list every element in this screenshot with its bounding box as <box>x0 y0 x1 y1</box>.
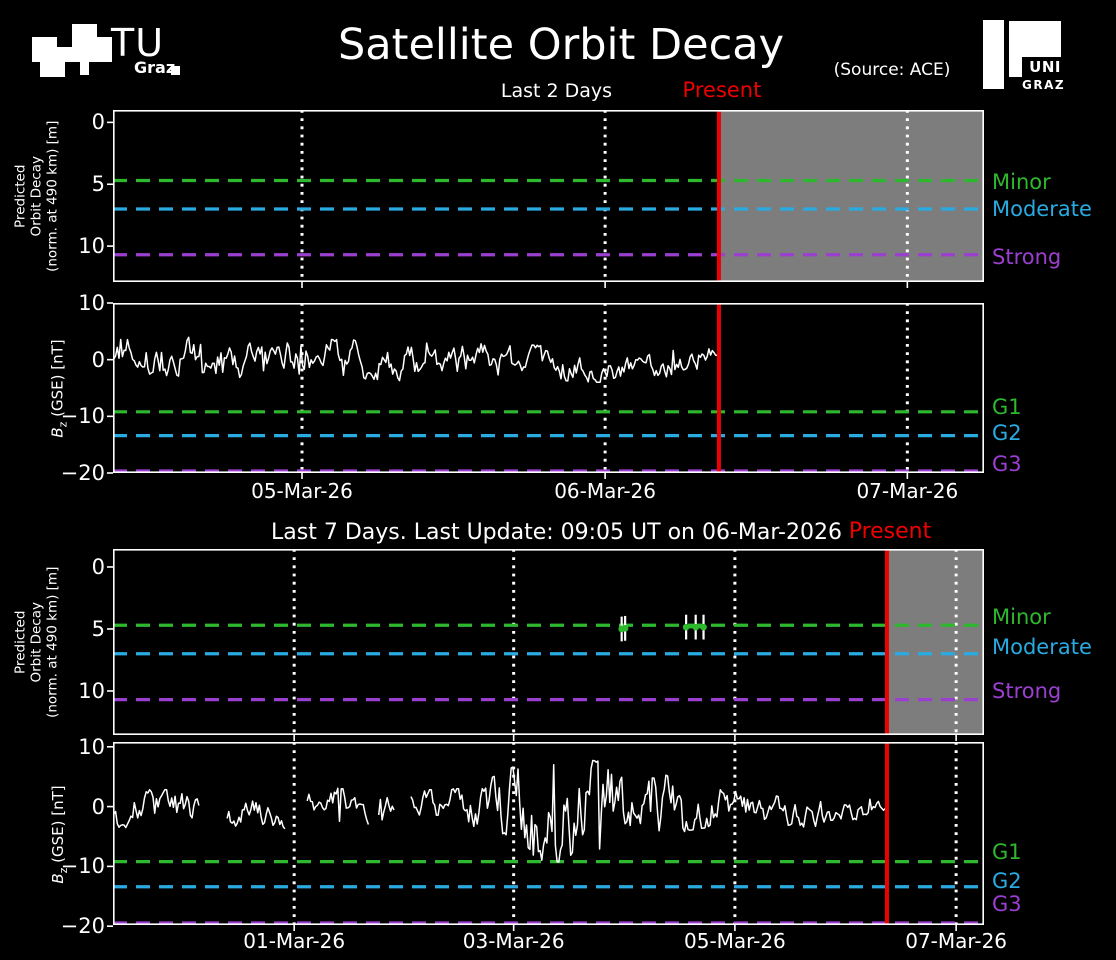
tu-logo-block <box>72 24 97 40</box>
future-shaded-region <box>886 549 984 735</box>
bz-2d-plot <box>107 302 985 479</box>
x-tick-label: 03-Mar-26 <box>462 929 565 953</box>
bz-trace <box>113 336 718 384</box>
threshold-label-moderate: Moderate <box>992 634 1092 659</box>
decay-data-point <box>621 625 629 632</box>
y-tick-label: −10 <box>60 854 105 879</box>
tu-logo-block <box>97 37 112 62</box>
y-tick-label: 0 <box>91 794 105 819</box>
threshold-label-g2: G2 <box>992 868 1022 893</box>
threshold-label-g3: G3 <box>992 452 1022 476</box>
y-tick-label: 10 <box>78 678 105 703</box>
plot-border <box>113 549 985 735</box>
tu-logo-block <box>32 37 57 62</box>
uni-logo-bar <box>983 20 1004 89</box>
tu-logo-block <box>80 62 89 75</box>
bz-trace <box>113 788 200 829</box>
tu-logo-square <box>171 66 180 75</box>
threshold-label-minor: Minor <box>992 169 1051 194</box>
uni-logo-uni-text: UNI <box>1022 57 1061 77</box>
y-tick-label: 10 <box>78 234 105 259</box>
uni-logo-graz-text: GRAZ <box>1022 78 1066 92</box>
section-title: Last 7 Days. Last Update: 09:05 UT on 06… <box>271 520 842 545</box>
threshold-label-g1: G1 <box>992 394 1022 419</box>
plot-border <box>113 303 985 473</box>
y-tick-label: 5 <box>91 172 105 197</box>
y-axis-label: Predicted Orbit Decay (norm. at 490 km) [m… <box>12 120 62 272</box>
decay-data-point <box>682 623 690 631</box>
plot-border <box>113 110 985 282</box>
section-title: Last 2 Days <box>500 80 613 102</box>
plot-border <box>113 742 985 925</box>
y-tick-label: 0 <box>91 554 105 579</box>
y-axis-label: Bz (GSE) [nT] <box>48 339 70 438</box>
page-title: Satellite Orbit Decay <box>337 20 785 70</box>
decay-7d-plot <box>107 549 985 741</box>
threshold-label-moderate: Moderate <box>992 196 1092 221</box>
y-tick-label: 0 <box>91 110 105 135</box>
uni-graz-logo: UNI GRAZ <box>975 12 1070 92</box>
decay-data-point <box>700 623 707 631</box>
y-axis-label: Bz (GSE) [nT] <box>48 784 70 884</box>
tu-graz-logo: TU Graz <box>25 15 185 81</box>
threshold-label-g3: G3 <box>992 892 1022 916</box>
decay-2d-plot <box>107 110 985 288</box>
tu-logo-graz: Graz <box>134 58 176 77</box>
y-tick-label: 10 <box>78 734 105 759</box>
y-tick-label: 5 <box>91 616 105 641</box>
tu-logo-block <box>57 47 72 62</box>
decay-data-point <box>692 623 699 631</box>
x-tick-label: 05-Mar-26 <box>251 479 353 503</box>
bz-7d-plot <box>107 742 985 931</box>
threshold-label-g2: G2 <box>992 420 1022 445</box>
y-axis-label: Predicted Orbit Decay (norm. at 490 km) [m… <box>12 566 62 718</box>
x-tick-label: 05-Mar-26 <box>683 929 786 953</box>
bz-trace <box>377 796 395 821</box>
source-note: (Source: ACE) <box>833 60 951 80</box>
y-tick-label: −10 <box>60 404 105 429</box>
threshold-label-g1: G1 <box>992 839 1022 864</box>
present-label: Present <box>848 519 932 544</box>
tu-logo-text: TU <box>111 21 165 65</box>
threshold-label-strong: Strong <box>992 244 1062 269</box>
threshold-label-minor: Minor <box>992 605 1051 630</box>
y-tick-label: 10 <box>78 291 105 315</box>
tu-logo-block <box>72 40 97 62</box>
tu-logo-block <box>40 62 65 77</box>
y-tick-label: −20 <box>60 914 105 939</box>
bz-trace <box>226 800 286 830</box>
y-tick-label: −20 <box>60 461 105 485</box>
x-tick-label: 01-Mar-26 <box>243 929 346 953</box>
threshold-label-strong: Strong <box>992 678 1062 703</box>
present-label: Present <box>682 78 762 102</box>
x-tick-label: 07-Mar-26 <box>856 479 959 503</box>
y-tick-label: 0 <box>91 347 105 372</box>
x-tick-label: 06-Mar-26 <box>554 479 657 503</box>
bz-trace <box>306 787 370 825</box>
bz-trace <box>410 759 888 863</box>
x-tick-label: 07-Mar-26 <box>905 929 1008 953</box>
